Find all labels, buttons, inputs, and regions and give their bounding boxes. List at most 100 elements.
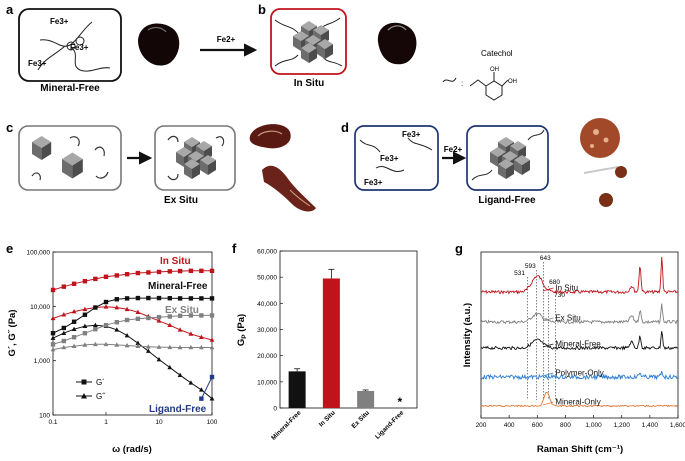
g-peak-label-531: 531 xyxy=(514,270,525,277)
e-point-in-situ-g xyxy=(61,312,67,317)
ion-fe3-a3: Fe3+ xyxy=(28,59,47,68)
plot-e-frame xyxy=(52,251,213,416)
g-xtick-label: 600 xyxy=(532,422,543,429)
panel-letter-g: g xyxy=(455,241,463,256)
e-point-ex-situ-g xyxy=(124,317,130,323)
e-point-in-situ-g xyxy=(167,322,173,327)
e-point-mineral-free-g xyxy=(114,327,120,332)
e-point-mineral-free-g xyxy=(145,348,151,353)
e-point-in-situ-g xyxy=(177,268,183,274)
e-point-ex-situ-g xyxy=(209,313,215,318)
e-line-in-situ-g xyxy=(52,306,213,341)
g-xtick-label: 1,600 xyxy=(670,422,685,429)
e-point-in-situ-g xyxy=(209,268,215,274)
plot-f-bars: Mineral-Free In Situ Ex Situ *Ligand-Free xyxy=(270,268,406,442)
f-ytick-label: 40,000 xyxy=(257,301,277,308)
plot-e-ylabel: G´, G˝ (Pa) xyxy=(7,310,18,357)
f-bar-in-situ xyxy=(322,278,340,408)
ex-situ-frame-before xyxy=(18,125,122,191)
e-point-mineral-free-g xyxy=(188,296,194,301)
g-spectrum-mineral-free xyxy=(480,331,678,351)
e-point-ex-situ-g xyxy=(156,315,162,320)
f-category-ex-situ: Ex Situ xyxy=(350,409,371,430)
ion-fe3-d1: Fe3+ xyxy=(402,130,421,139)
e-point-mineral-free-g xyxy=(92,322,98,327)
e-point-mineral-free-g xyxy=(209,296,215,301)
e-xtick-label: 100 xyxy=(207,419,218,426)
e-point-in-situ-g xyxy=(146,270,151,275)
e-point-in-situ-g xyxy=(50,315,56,321)
panel-letter-e: e xyxy=(6,241,13,256)
e-point-ex-situ-g xyxy=(82,331,88,336)
e-point-ex-situ-g xyxy=(103,341,109,347)
svg-text::: : xyxy=(461,79,463,88)
caption-ex-situ: Ex Situ xyxy=(164,195,198,206)
e-point-in-situ-g xyxy=(103,274,109,279)
g-peak-label-593: 593 xyxy=(525,263,536,270)
g-peak-label-730: 730 xyxy=(554,292,565,299)
f-ytick-label: 30,000 xyxy=(257,327,277,334)
e-point-ex-situ-g xyxy=(61,344,67,350)
caption-mineral-free: Mineral-Free xyxy=(40,83,100,94)
e-point-ex-situ-g xyxy=(50,346,56,352)
plot-f-ticks: 0 10,000 20,000 30,000 40,000 50,000 60,000 xyxy=(257,249,283,413)
e-point-in-situ-g xyxy=(156,269,162,275)
e-point-mineral-free-g xyxy=(135,295,141,301)
e-point-mineral-free-g xyxy=(146,295,151,301)
e-ytick-label: 100,000 xyxy=(27,250,51,257)
label-mineral-free-e: Mineral-Free xyxy=(148,281,208,292)
catechol-oh-2: OH xyxy=(508,79,517,85)
e-point-in-situ-g xyxy=(124,306,130,312)
plot-g-xlabel: Raman Shift (cm⁻¹) xyxy=(537,444,623,455)
panel-letter-f: f xyxy=(232,241,237,256)
e-xtick-label: 0.1 xyxy=(48,419,57,426)
e-point-ex-situ-g xyxy=(114,342,120,347)
e-point-in-situ-g xyxy=(93,276,98,282)
g-peak-label-643: 643 xyxy=(540,255,551,262)
e-point-ex-situ-g xyxy=(167,344,173,350)
in-situ-frame xyxy=(270,8,347,75)
plot-g-series: In Situ Ex Situ Mineral-Free Polymer-Only Mi… xyxy=(480,256,678,408)
e-line-mineral-free-g xyxy=(52,297,212,334)
mineral-free-frame xyxy=(18,8,122,82)
polymer-chains-a xyxy=(37,21,111,72)
e-point-mineral-free-g xyxy=(188,380,194,385)
ion-fe3-d2: Fe3+ xyxy=(380,154,399,163)
e-point-ex-situ-g xyxy=(188,344,194,350)
e-point-ex-situ-g xyxy=(82,342,88,347)
panel-letter-b: b xyxy=(258,2,266,17)
caption-ligand-free: Ligand-Free xyxy=(478,195,536,206)
e-line-mineral-free-g xyxy=(52,324,213,399)
e-point-mineral-free-g xyxy=(199,296,204,301)
plot-f-ylabel: GP (Pa) xyxy=(236,314,248,346)
e-point-ex-situ-g xyxy=(103,322,109,328)
f-category-ligand-free: Ligand-Free xyxy=(374,409,406,441)
e-point-in-situ-g xyxy=(114,304,120,310)
arrow-label-fe2-d: Fe2+ xyxy=(444,145,463,154)
g-label-connector-in-situ xyxy=(542,287,554,292)
photo-ligand-free xyxy=(580,118,627,207)
e-point-mineral-free-g xyxy=(124,296,130,301)
ligand-free-frame-before xyxy=(354,125,439,191)
e-xtick-label: 10 xyxy=(155,419,163,426)
e-point-in-situ-g xyxy=(199,268,204,274)
e-point-mineral-free-g xyxy=(82,323,88,329)
e-line-ex-situ-g xyxy=(52,343,212,351)
panel-letter-d: d xyxy=(341,120,349,135)
polymer-chains-d2 xyxy=(471,129,545,181)
g-xtick-label: 1,200 xyxy=(614,422,631,429)
e-point-mineral-free-g xyxy=(50,331,56,336)
g-label-polymer-only: Polymer-Only xyxy=(555,369,603,378)
e-point-in-situ-g xyxy=(188,268,194,274)
photo-mineral-free-gel xyxy=(138,23,180,66)
e-point-in-situ-g xyxy=(71,308,77,314)
g-spectrum-in-situ xyxy=(480,256,678,295)
legend-g-prime: G´ xyxy=(96,378,105,387)
e-point-ligand-free-g xyxy=(199,396,204,401)
e-point-ex-situ-g xyxy=(199,313,204,318)
g-xtick-label: 1,400 xyxy=(642,422,659,429)
e-point-ex-situ-g xyxy=(146,315,151,321)
catechol-structure: : xyxy=(442,72,509,101)
